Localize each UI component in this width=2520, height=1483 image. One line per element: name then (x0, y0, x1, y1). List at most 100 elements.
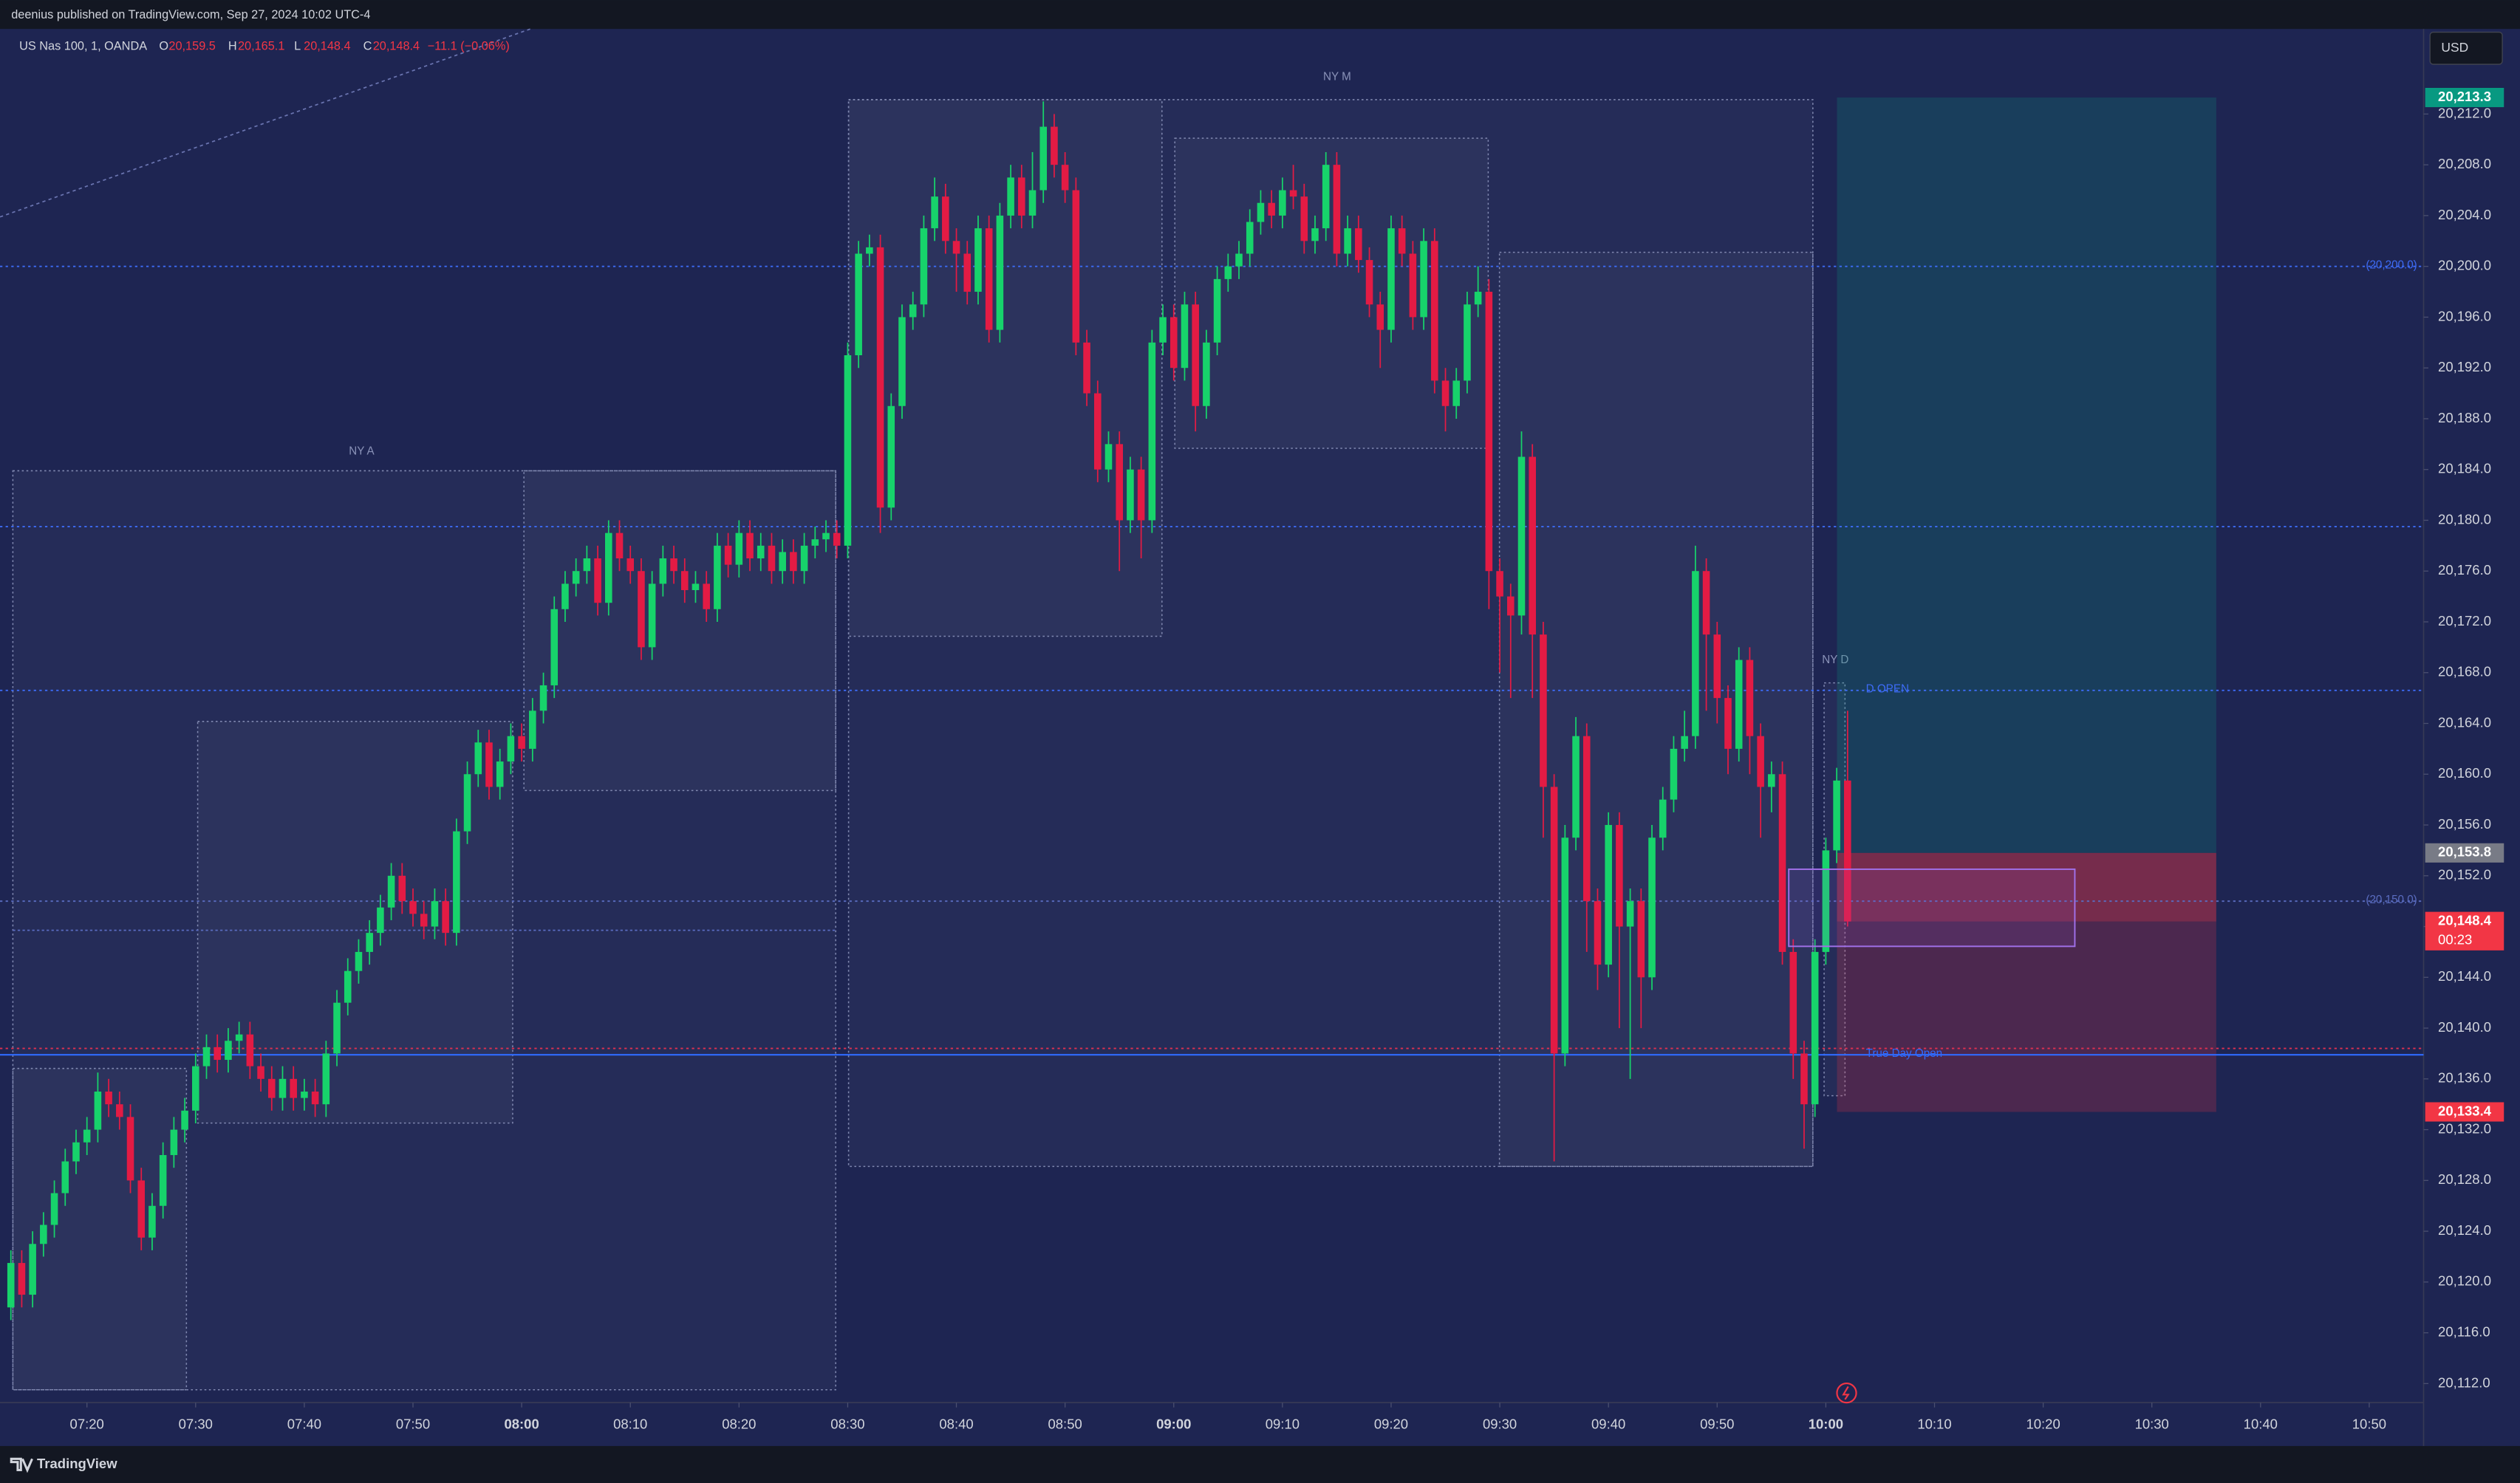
candle-body (692, 583, 700, 591)
candle-body (1670, 748, 1678, 800)
candle-body (485, 742, 493, 787)
y-tick-label: 20,124.0 (2438, 1222, 2491, 1238)
candle-body (496, 761, 504, 787)
candle-body (40, 1225, 47, 1244)
candle-body (202, 1047, 211, 1066)
candle-body (1355, 228, 1362, 261)
candle-body (1431, 241, 1438, 381)
candle-body (1768, 774, 1775, 787)
session-box (523, 470, 836, 792)
candle-body (1496, 571, 1503, 597)
ohlc-value: 20,159.5 (168, 39, 215, 52)
session-box (12, 1067, 188, 1391)
legend: US Nas 100, 1, OANDA O 20,159.5 H 20,165… (19, 39, 510, 52)
level-label: D OPEN (1866, 683, 1909, 696)
ohlc-key: O (159, 39, 168, 52)
candle-body (1159, 317, 1167, 343)
candle-body (1192, 304, 1199, 406)
candle-body (626, 558, 635, 572)
candle-body (1365, 260, 1373, 305)
candle-body (1681, 736, 1688, 749)
candle-body (931, 196, 938, 229)
candle-body (1506, 596, 1515, 616)
footer-bar (0, 1445, 2520, 1483)
y-tick-label: 20,168.0 (2438, 664, 2491, 679)
candle-body (1300, 196, 1308, 242)
session-box (1174, 137, 1489, 449)
candle-body (420, 914, 428, 927)
candle-body (301, 1092, 308, 1098)
target-zone (1837, 97, 2216, 853)
candle-body (898, 317, 906, 406)
x-tick-label: 09:20 (1374, 1417, 1408, 1432)
candle-body (1322, 165, 1330, 229)
candle-body (1268, 202, 1275, 216)
candle-body (638, 571, 645, 648)
candle-body (431, 901, 439, 927)
candle-body (1529, 456, 1536, 635)
candle-body (714, 545, 721, 609)
candle-body (942, 196, 949, 242)
candle-body (768, 545, 776, 572)
price-label-bg (2425, 911, 2504, 951)
candle-body (1735, 660, 1743, 749)
candle-body (1692, 571, 1699, 736)
candle-body (235, 1034, 243, 1041)
candle-body (225, 1041, 232, 1061)
candle-body (974, 228, 982, 292)
session-label: NY A (349, 445, 375, 457)
publisher: deenius published on TradingView.com, Se… (11, 8, 370, 21)
candle-body (192, 1066, 199, 1111)
candle-body (1127, 469, 1134, 521)
x-tick-label: 07:20 (70, 1417, 104, 1432)
candle-body (116, 1104, 123, 1117)
candle-body (1800, 1053, 1808, 1105)
candle-body (18, 1263, 26, 1295)
x-tick-label: 09:40 (1591, 1417, 1625, 1432)
candle-body (844, 355, 852, 546)
candle-body (1572, 736, 1580, 838)
candle-body (1605, 825, 1612, 965)
y-tick-label: 20,112.0 (2438, 1374, 2490, 1390)
candle-body (126, 1117, 134, 1181)
alert-icon[interactable] (1836, 1382, 1857, 1404)
candle-body (279, 1078, 287, 1098)
candle-body (1713, 634, 1721, 699)
candle-body (61, 1161, 69, 1193)
x-tick-label: 09:10 (1266, 1417, 1300, 1432)
x-tick-label: 09:30 (1483, 1417, 1517, 1432)
candle-body (366, 933, 373, 952)
candle-body (105, 1092, 112, 1105)
candle-body (1822, 850, 1830, 952)
ohlc-key: H (228, 39, 237, 52)
candle-body (996, 215, 1004, 330)
x-tick-label: 07:50 (396, 1417, 430, 1432)
candle-body (909, 304, 917, 318)
x-tick-label: 07:40 (287, 1417, 321, 1432)
candle-body (703, 583, 710, 609)
y-tick-label: 20,212.0 (2438, 105, 2491, 120)
candle-body (1169, 317, 1178, 369)
candle-body (1224, 266, 1232, 279)
candle-body (670, 558, 677, 572)
candle-body (1833, 780, 1840, 851)
candle-body (1702, 571, 1710, 635)
candle-body (757, 545, 765, 559)
y-tick-label: 20,192.0 (2438, 359, 2491, 374)
candle-body (1093, 393, 1102, 470)
candle-body (398, 875, 406, 902)
candle-body (311, 1092, 319, 1105)
currency-button[interactable] (2429, 31, 2503, 65)
candle-body (94, 1092, 102, 1130)
x-tick-label: 10:20 (2026, 1417, 2060, 1432)
y-tick-label: 20,180.0 (2438, 511, 2491, 527)
candle-body (724, 545, 732, 565)
y-tick-label: 20,160.0 (2438, 765, 2491, 781)
x-tick-label: 08:40 (939, 1417, 973, 1432)
candle-body (267, 1078, 276, 1098)
y-tick-label: 20,164.0 (2438, 714, 2491, 730)
x-tick-label: 10:30 (2135, 1417, 2169, 1432)
candle-body (355, 951, 363, 971)
price-label: 20,133.4 (2438, 1103, 2492, 1118)
